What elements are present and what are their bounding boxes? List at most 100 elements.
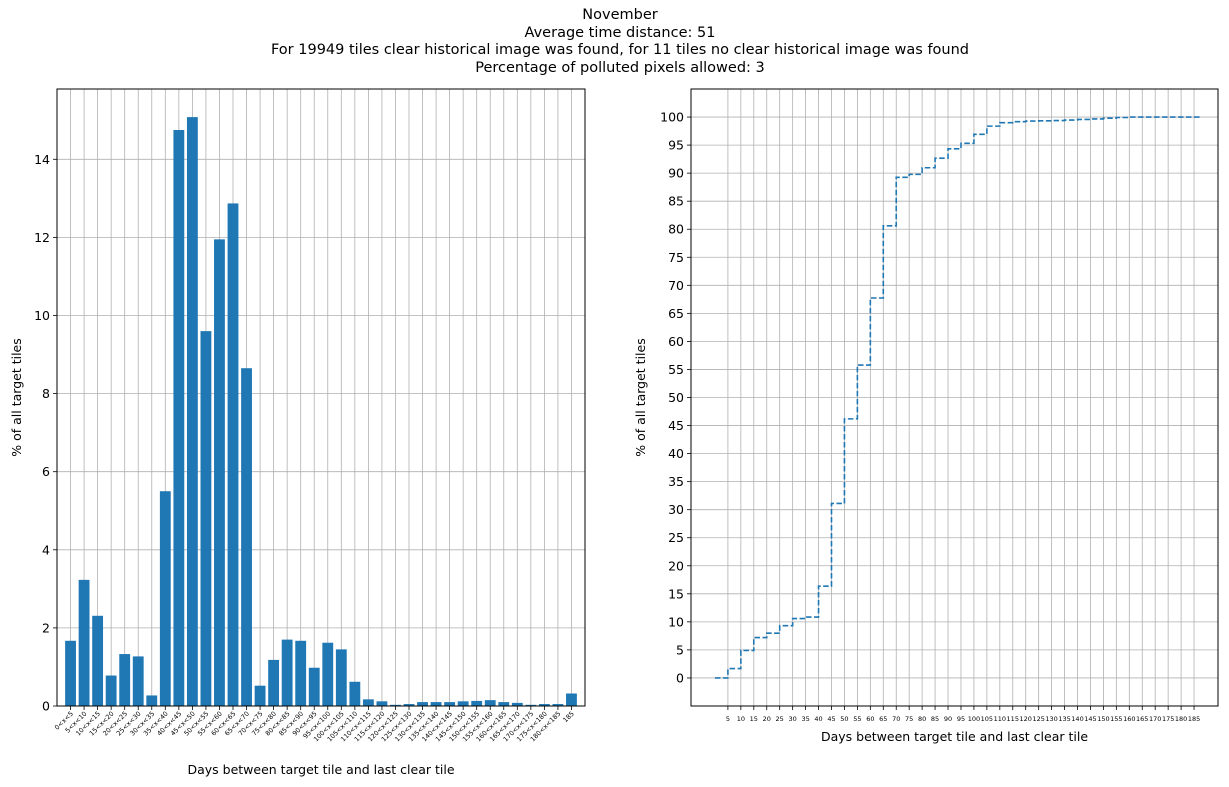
histogram-bar [566, 693, 577, 706]
cumulative-y-tick-label: 55 [668, 362, 684, 377]
cumulative-x-tick-label: 90 [944, 715, 952, 723]
histogram-bar [159, 491, 171, 706]
histogram-bar [254, 685, 266, 706]
cumulative-y-tick-label: 45 [668, 418, 684, 433]
histogram-bar [268, 659, 280, 706]
cumulative-x-tick-label: 105 [981, 715, 993, 723]
cumulative-y-tick-label: 25 [668, 530, 684, 545]
cumulative-x-tick-label: 10 [737, 715, 745, 723]
cumulative-x-tick-label: 130 [1045, 715, 1057, 723]
histogram-grid [57, 89, 585, 707]
histogram-bar [132, 656, 144, 706]
cumulative-x-tick-label: 135 [1058, 715, 1070, 723]
cumulative-x-tick-label: 150 [1097, 715, 1109, 723]
histogram-bar [349, 681, 361, 706]
histogram-bar [457, 701, 469, 706]
cumulative-y-tick-label: 80 [668, 222, 684, 237]
cumulative-y-tick-label: 5 [676, 642, 684, 657]
cumulative-step-line [714, 116, 1201, 679]
cumulative-y-axis-label: % of all target tiles [633, 338, 648, 456]
histogram-bar [200, 331, 212, 706]
cumulative-x-tick-label: 70 [892, 715, 900, 723]
histogram-chart: 0 2 4 6 8 10 12 14 0<x<55<x<1010<x<1515<x<2020<… [9, 88, 586, 777]
cumulative-x-tick-label: 20 [763, 715, 771, 723]
cumulative-y-tick-label: 15 [668, 586, 684, 601]
cumulative-x-tick-label: 50 [840, 715, 848, 723]
histogram-bar [484, 700, 496, 706]
histogram-y-tick-label: 0 [42, 699, 50, 714]
figure-title: November Average time distance: 51 For 1… [0, 7, 1229, 77]
cumulative-y-tick-label: 50 [668, 390, 684, 405]
histogram-bar [525, 704, 537, 706]
histogram-bar [430, 702, 442, 706]
histogram-bar [173, 130, 185, 706]
histogram-y-tick-label: 8 [42, 386, 50, 401]
cumulative-x-tick-label: 80 [918, 715, 926, 723]
cumulative-x-tick-label: 25 [776, 715, 784, 723]
cumulative-y-tick-label: 65 [668, 306, 684, 321]
histogram-bar [281, 639, 293, 706]
histogram-bar [444, 702, 456, 706]
cumulative-x-tick-label: 165 [1136, 715, 1148, 723]
histogram-bar [511, 702, 523, 706]
cumulative-x-tick-label: 175 [1162, 715, 1174, 723]
histogram-x-axis-label: Days between target tile and last clear … [187, 762, 454, 777]
cumulative-x-axis-label: Days between target tile and last clear … [821, 729, 1088, 744]
cumulative-chart: 0 5 10 15 20 25 30 35 40 45 50 55 60 65 70 75 80 85 90 95 10… [633, 88, 1219, 744]
histogram-y-tick-label: 6 [42, 464, 50, 479]
cumulative-x-tick-label: 160 [1123, 715, 1135, 723]
histogram-bar [146, 695, 158, 706]
histogram-y-tick-label: 4 [42, 542, 50, 557]
cumulative-y-tick-label: 20 [668, 558, 684, 573]
cumulative-grid [691, 89, 1218, 706]
histogram-bar [498, 702, 510, 706]
cumulative-x-tick-label: 170 [1149, 715, 1161, 723]
histogram-y-tick-label: 10 [34, 308, 50, 323]
cumulative-y-tick-label: 100 [660, 110, 684, 125]
histogram-bar [295, 640, 307, 706]
cumulative-x-tick-label: 155 [1110, 715, 1122, 723]
cumulative-y-tick-label: 90 [668, 166, 684, 181]
cumulative-x-tick-label: 65 [879, 715, 887, 723]
cumulative-x-tick-label: 85 [931, 715, 939, 723]
cumulative-x-tick-label: 75 [905, 715, 913, 723]
histogram-bar [335, 649, 347, 706]
cumulative-x-tick-label: 95 [957, 715, 965, 723]
histogram-bar [186, 117, 198, 706]
cumulative-x-tick-label: 125 [1032, 715, 1044, 723]
histogram-bar [65, 640, 76, 706]
cumulative-x-tick-label: 110 [994, 715, 1006, 723]
cumulative-y-ticks: 0 5 10 15 20 25 30 35 40 45 50 55 60 65 70 75 80 85 90 95 10… [660, 110, 691, 685]
cumulative-x-tick-label: 35 [801, 715, 809, 723]
histogram-bar [403, 704, 415, 706]
cumulative-x-tick-label: 45 [827, 715, 835, 723]
cumulative-x-tick-label: 5 [726, 715, 730, 723]
title-average-distance: Average time distance: 51 [524, 24, 716, 41]
histogram-bar [214, 239, 225, 706]
title-month: November [582, 7, 658, 23]
histogram-y-tick-label: 14 [34, 152, 50, 167]
histogram-bar [417, 702, 428, 706]
cumulative-y-tick-label: 10 [668, 614, 684, 629]
histogram-y-axis-label: % of all target tiles [9, 338, 24, 456]
cumulative-y-tick-label: 60 [668, 334, 684, 349]
cumulative-x-tick-label: 180 [1175, 715, 1187, 723]
histogram-bars [65, 117, 577, 707]
cumulative-x-tick-label: 120 [1020, 715, 1032, 723]
histogram-y-tick-label: 2 [42, 620, 50, 635]
cumulative-y-tick-label: 40 [668, 446, 684, 461]
cumulative-x-tick-label: 40 [814, 715, 822, 723]
cumulative-x-tick-label: 15 [750, 715, 758, 723]
histogram-x-ticks: 0<x<55<x<1010<x<1515<x<2020<x<2525<x<303… [53, 706, 576, 743]
histogram-bar [241, 368, 252, 706]
histogram-bar [552, 704, 564, 706]
histogram-bar [78, 579, 90, 706]
cumulative-x-ticks: 5 10 15 20 25 30 35 40 45 50 55 60 65 70 75 80 85 90 95 100… [726, 706, 1200, 723]
cumulative-x-tick-label: 55 [853, 715, 861, 723]
cumulative-x-tick-label: 140 [1071, 715, 1083, 723]
histogram-bar [227, 203, 239, 707]
cumulative-x-tick-label: 30 [789, 715, 797, 723]
cumulative-y-tick-label: 0 [676, 670, 684, 685]
histogram-y-tick-label: 12 [34, 230, 50, 245]
